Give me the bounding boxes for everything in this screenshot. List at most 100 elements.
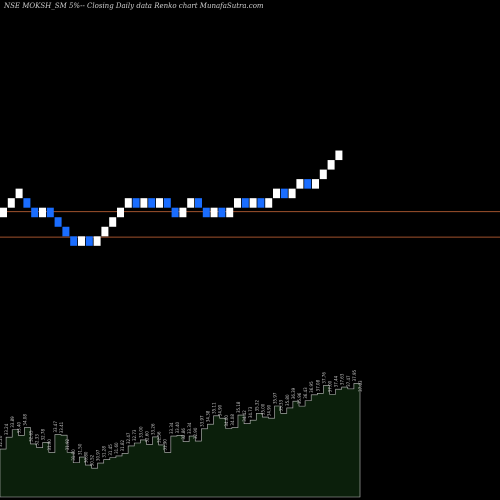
closing-price-label-4: 34.08 [22,414,27,426]
closing-price-label-41: 34.73 [248,406,253,418]
renko-brick-32 [249,198,257,208]
closing-price-label-44: 34.90 [266,404,271,416]
closing-price-label-13: 31.50 [77,443,82,455]
closing-price-label-39: 35.18 [236,401,241,413]
closing-price-label-59: 37.03 [358,380,363,392]
renko-brick-24 [187,198,195,208]
closing-price-label-56: 37.63 [340,373,345,385]
renko-brick-15 [117,207,124,218]
closing-price-label-10: 33.41 [59,421,64,433]
closing-price-label-46: 35.33 [279,399,284,411]
renko-brick-1 [7,198,15,208]
closing-price-label-38: 34.08 [230,414,235,426]
closing-price-label-26: 32.56 [157,431,162,443]
renko-brick-38 [296,179,304,189]
closing-price-label-28: 33.34 [169,422,174,434]
renko-brick-6 [46,207,54,218]
chart-title: NSE MOKSH_SM 5%-- Closing Daily data Ren… [4,2,264,10]
renko-brick-20 [156,198,163,208]
closing-price-label-40: 34.42 [242,410,247,422]
renko-brick-4 [31,207,39,218]
closing-price-label-9: 33.47 [53,421,58,433]
closing-price-label-0: 32.20 [0,435,3,447]
closing-price-label-30: 32.86 [181,428,186,440]
closing-price-label-37: 34.00 [224,415,229,427]
closing-price-label-58: 37.95 [352,369,357,381]
renko-brick-30 [234,198,241,208]
renko-brick-42 [327,160,335,170]
closing-price-label-43: 35.00 [260,403,265,415]
renko-brick-36 [280,188,288,199]
closing-price-label-2: 33.89 [10,416,15,428]
closing-price-label-3: 33.40 [16,421,21,433]
renko-brick-13 [101,226,109,237]
closing-price-label-55: 37.44 [334,375,339,387]
renko-brick-26 [202,207,210,218]
closing-price-label-21: 32.47 [126,432,131,444]
renko-brick-23 [179,207,187,218]
closing-price-label-31: 33.34 [187,422,192,434]
renko-brick-33 [257,198,265,208]
renko-brick-9 [70,236,78,246]
renko-brick-16 [124,198,132,208]
closing-price-label-51: 36.95 [309,381,314,393]
renko-brick-11 [85,236,93,246]
closing-price-label-20: 31.82 [120,439,125,451]
renko-brick-18 [140,198,148,208]
renko-brick-31 [241,198,249,208]
renko-brick-43 [335,150,343,161]
closing-price-label-24: 32.60 [144,431,149,443]
renko-brick-7 [54,217,62,227]
closing-price-label-1: 33.24 [4,423,9,435]
closing-price-label-47: 35.80 [285,394,290,406]
closing-price-label-15: 30.52 [90,454,95,466]
closing-price-label-25: 33.26 [151,423,156,435]
renko-brick-29 [226,207,234,218]
closing-price-label-22: 32.73 [132,429,137,441]
renko-brick-25 [195,198,202,208]
renko-brick-22 [171,207,179,218]
closing-price-label-34: 34.38 [205,410,210,422]
renko-brick-0 [0,207,7,218]
closing-price-label-6: 32.33 [35,434,40,446]
closing-price-label-11: 31.92 [65,438,70,450]
renko-brick-28 [218,207,226,218]
renko-brick-35 [273,188,280,199]
renko-brick-8 [62,226,70,237]
closing-price-label-14: 30.80 [83,451,88,463]
closing-price-label-27: 31.90 [163,439,168,451]
renko-brick-34 [265,198,273,208]
closing-price-label-53: 37.76 [321,372,326,384]
renko-brick-3 [23,198,31,208]
closing-price-label-54: 37.00 [327,380,332,392]
closing-price-label-50: 36.43 [303,387,308,399]
closing-price-label-42: 35.32 [254,400,259,412]
renko-brick-39 [304,179,312,189]
renko-brick-40 [312,179,319,189]
closing-price-label-32: 32.90 [193,427,198,439]
closing-price-label-5: 32.65 [29,430,34,442]
renko-brick-41 [319,169,327,180]
renko-brick-14 [109,217,117,227]
renko-brick-17 [132,198,140,208]
closing-price-label-45: 35.97 [273,392,278,404]
closing-price-area [0,383,361,498]
closing-price-label-36: 34.90 [218,404,223,416]
renko-brick-5 [39,207,46,218]
closing-price-label-12: 31.00 [71,449,76,461]
closing-price-label-16: 30.97 [96,449,101,461]
renko-brick-2 [15,188,23,199]
closing-price-label-35: 35.11 [212,402,217,414]
renko-brick-21 [163,198,171,208]
closing-price-label-7: 32.78 [41,429,46,441]
closing-price-label-57: 37.47 [346,375,351,387]
renko-brick-19 [148,198,156,208]
closing-price-label-49: 35.96 [297,392,302,404]
renko-brick-10 [78,236,85,246]
closing-price-label-33: 33.97 [199,415,204,427]
closing-price-label-8: 31.90 [47,439,52,451]
renko-brick-37 [288,188,296,199]
closing-price-label-18: 31.45 [108,444,113,456]
